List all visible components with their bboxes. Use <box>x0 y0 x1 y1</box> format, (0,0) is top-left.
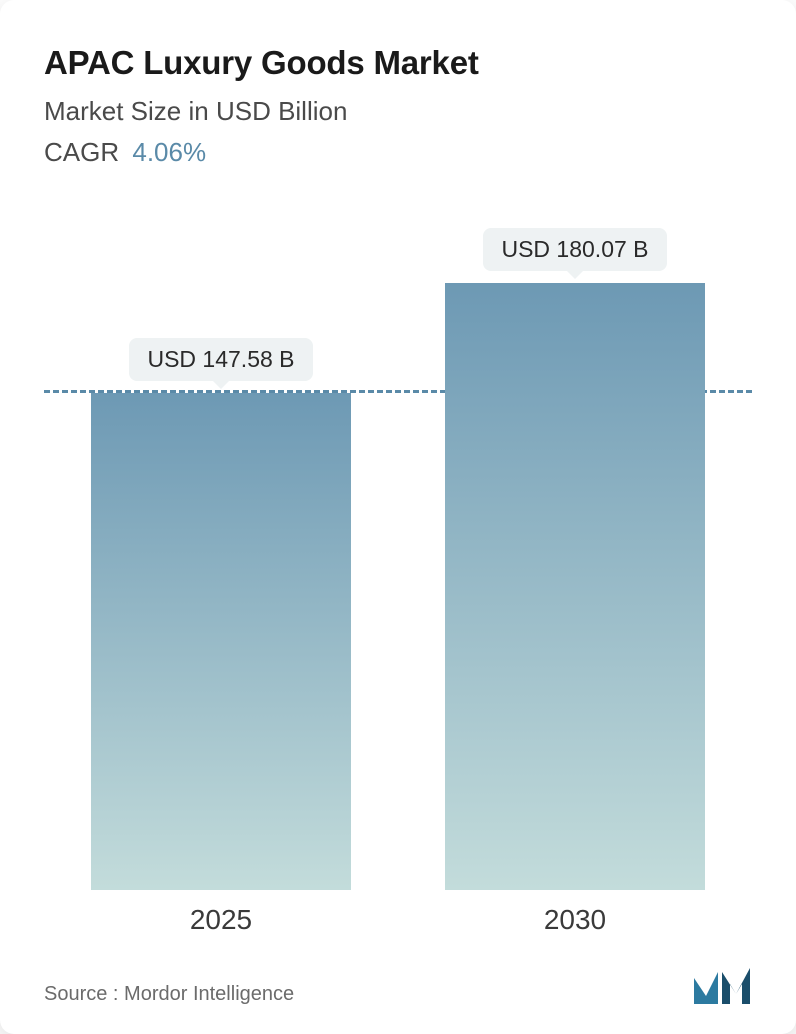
axis-label-0: 2025 <box>91 904 351 936</box>
value-label-1: USD 180.07 B <box>483 228 666 271</box>
plot-region: USD 147.58 B USD 180.07 B <box>44 216 752 890</box>
chart-subtitle: Market Size in USD Billion <box>44 96 752 127</box>
bar-slot-0: USD 147.58 B <box>91 216 351 890</box>
source-text: Source : Mordor Intelligence <box>44 983 294 1006</box>
brand-logo-icon <box>692 966 752 1006</box>
axis-label-1: 2030 <box>445 904 705 936</box>
cagr-line: CAGR 4.06% <box>44 137 752 168</box>
x-axis-labels: 2025 2030 <box>44 890 752 950</box>
bar-0 <box>91 393 351 890</box>
footer: Source : Mordor Intelligence <box>44 962 752 1006</box>
bar-1 <box>445 283 705 890</box>
chart-title: APAC Luxury Goods Market <box>44 44 752 82</box>
chart-area: USD 147.58 B USD 180.07 B 2025 2030 <box>44 216 752 950</box>
bar-slot-1: USD 180.07 B <box>445 216 705 890</box>
cagr-label: CAGR <box>44 137 119 167</box>
cagr-value: 4.06% <box>132 137 206 167</box>
chart-card: APAC Luxury Goods Market Market Size in … <box>0 0 796 1034</box>
value-label-0: USD 147.58 B <box>129 338 312 381</box>
bars-container: USD 147.58 B USD 180.07 B <box>44 216 752 890</box>
